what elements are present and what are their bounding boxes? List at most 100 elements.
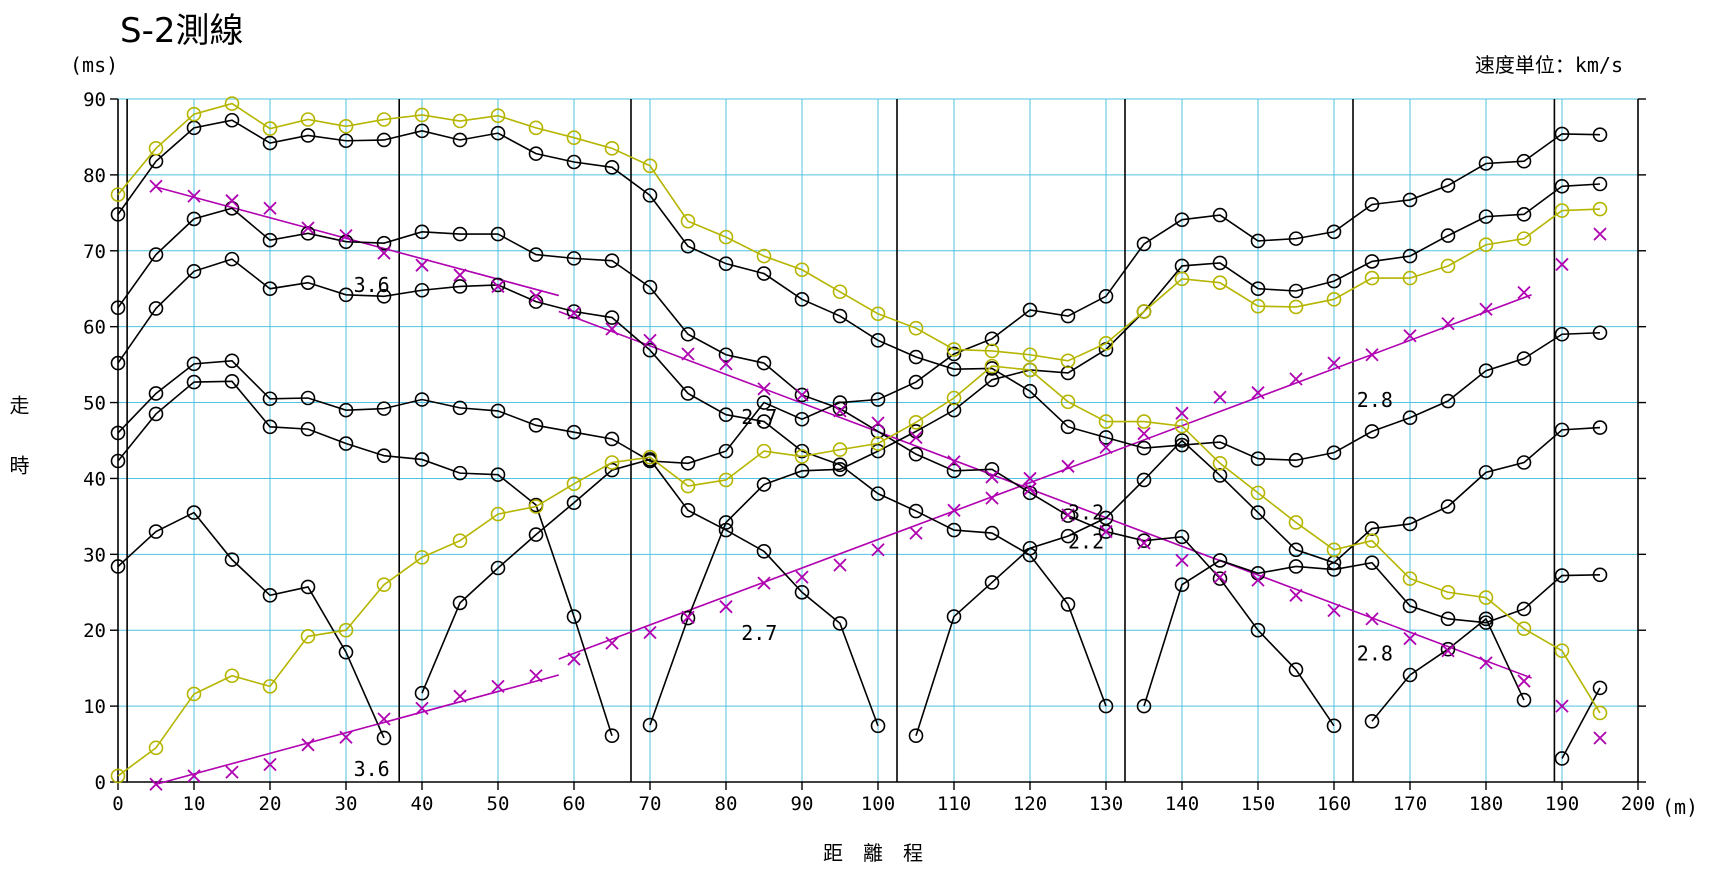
data-point [567, 306, 581, 320]
data-point [1099, 440, 1113, 454]
data-point [718, 256, 734, 271]
data-point [681, 347, 695, 361]
data-point [338, 402, 354, 418]
data-point [605, 636, 619, 650]
data-point [870, 718, 886, 734]
data-point [376, 577, 392, 592]
data-point [604, 141, 620, 156]
velocity-label: 2.7 [741, 405, 777, 429]
data-point [1440, 641, 1456, 657]
series-15 [149, 227, 1607, 791]
data-point [908, 728, 924, 744]
data-point [1023, 471, 1037, 486]
data-point [1022, 485, 1038, 501]
data-point [1478, 615, 1494, 630]
data-point [1326, 292, 1342, 307]
velocity-annotations: 3.6 3.6 2.7 2.7 3.2 2.2 2.8 2.8 [354, 273, 1393, 781]
data-point [1517, 285, 1531, 300]
data-point [680, 213, 696, 229]
data-point [376, 448, 392, 463]
data-point [833, 404, 847, 418]
data-point [186, 374, 202, 390]
x-tick-label: 50 [487, 793, 510, 815]
data-point [642, 342, 658, 358]
data-point [1402, 410, 1418, 426]
x-tick-label: 130 [1089, 793, 1123, 815]
data-point [832, 616, 848, 631]
data-point [148, 141, 164, 156]
series-4 [110, 374, 620, 744]
data-point [1440, 499, 1456, 514]
data-point [453, 689, 467, 703]
data-point [186, 106, 202, 122]
data-point [719, 600, 733, 614]
data-point [642, 449, 658, 465]
data-point [1174, 437, 1190, 453]
data-point [1136, 698, 1152, 714]
data-point [680, 238, 696, 254]
data-point [529, 289, 543, 303]
x-tick-label: 160 [1317, 793, 1351, 815]
data-point [718, 472, 734, 488]
data-point [1402, 571, 1418, 586]
data-point [414, 685, 430, 701]
data-point [870, 333, 886, 348]
data-point [1098, 698, 1114, 714]
data-point [1289, 588, 1303, 602]
data-point [1478, 590, 1494, 605]
velocity-label: 3.6 [354, 273, 390, 297]
data-point [718, 229, 734, 245]
data-point [832, 462, 848, 477]
data-point [985, 491, 999, 505]
series-14 [149, 179, 1607, 745]
x-tick-label: 200 [1621, 793, 1655, 815]
data-point [870, 306, 886, 322]
data-point [490, 506, 506, 522]
data-point [110, 187, 126, 202]
x-unit-label: (m) [1662, 795, 1698, 819]
data-point [757, 576, 771, 590]
data-point [946, 463, 962, 479]
data-point [1365, 612, 1379, 626]
data-point [1099, 524, 1113, 539]
data-point [1250, 233, 1266, 249]
series-10 [1364, 611, 1532, 729]
data-point [148, 406, 164, 422]
data-point [1212, 553, 1228, 568]
data-point [1555, 257, 1569, 272]
data-point [1593, 227, 1607, 241]
data-point [1326, 273, 1342, 289]
data-point [604, 431, 620, 447]
data-point [1137, 427, 1151, 441]
data-point [1403, 329, 1417, 343]
series-12 [110, 96, 1608, 369]
data-point [224, 374, 240, 389]
data-point [604, 728, 620, 744]
data-point [1022, 362, 1038, 378]
series-9 [1136, 553, 1608, 714]
data-point [1554, 203, 1570, 218]
data-point [642, 188, 658, 203]
data-point [1250, 505, 1266, 520]
data-point [832, 442, 848, 457]
data-point [528, 499, 544, 514]
data-point [528, 418, 544, 433]
series-line [117, 133, 1601, 465]
data-point [453, 268, 467, 282]
data-point [794, 387, 810, 403]
axes: 0 10 20 30 40 50 60 70 80 90 100 110 120 130 140 150 160… [83, 89, 1655, 815]
data-point [224, 353, 240, 369]
data-point [795, 570, 809, 584]
data-point [909, 430, 923, 445]
data-point [1060, 394, 1076, 410]
x-tick-label: 120 [1013, 793, 1047, 815]
data-point [1060, 353, 1076, 369]
data-point [414, 392, 430, 407]
data-point [339, 228, 353, 243]
data-point [566, 304, 582, 319]
data-point [604, 310, 620, 325]
series-11 [1554, 680, 1608, 766]
data-point [452, 465, 468, 481]
x-tick-label: 170 [1393, 793, 1427, 815]
data-point [415, 701, 429, 716]
